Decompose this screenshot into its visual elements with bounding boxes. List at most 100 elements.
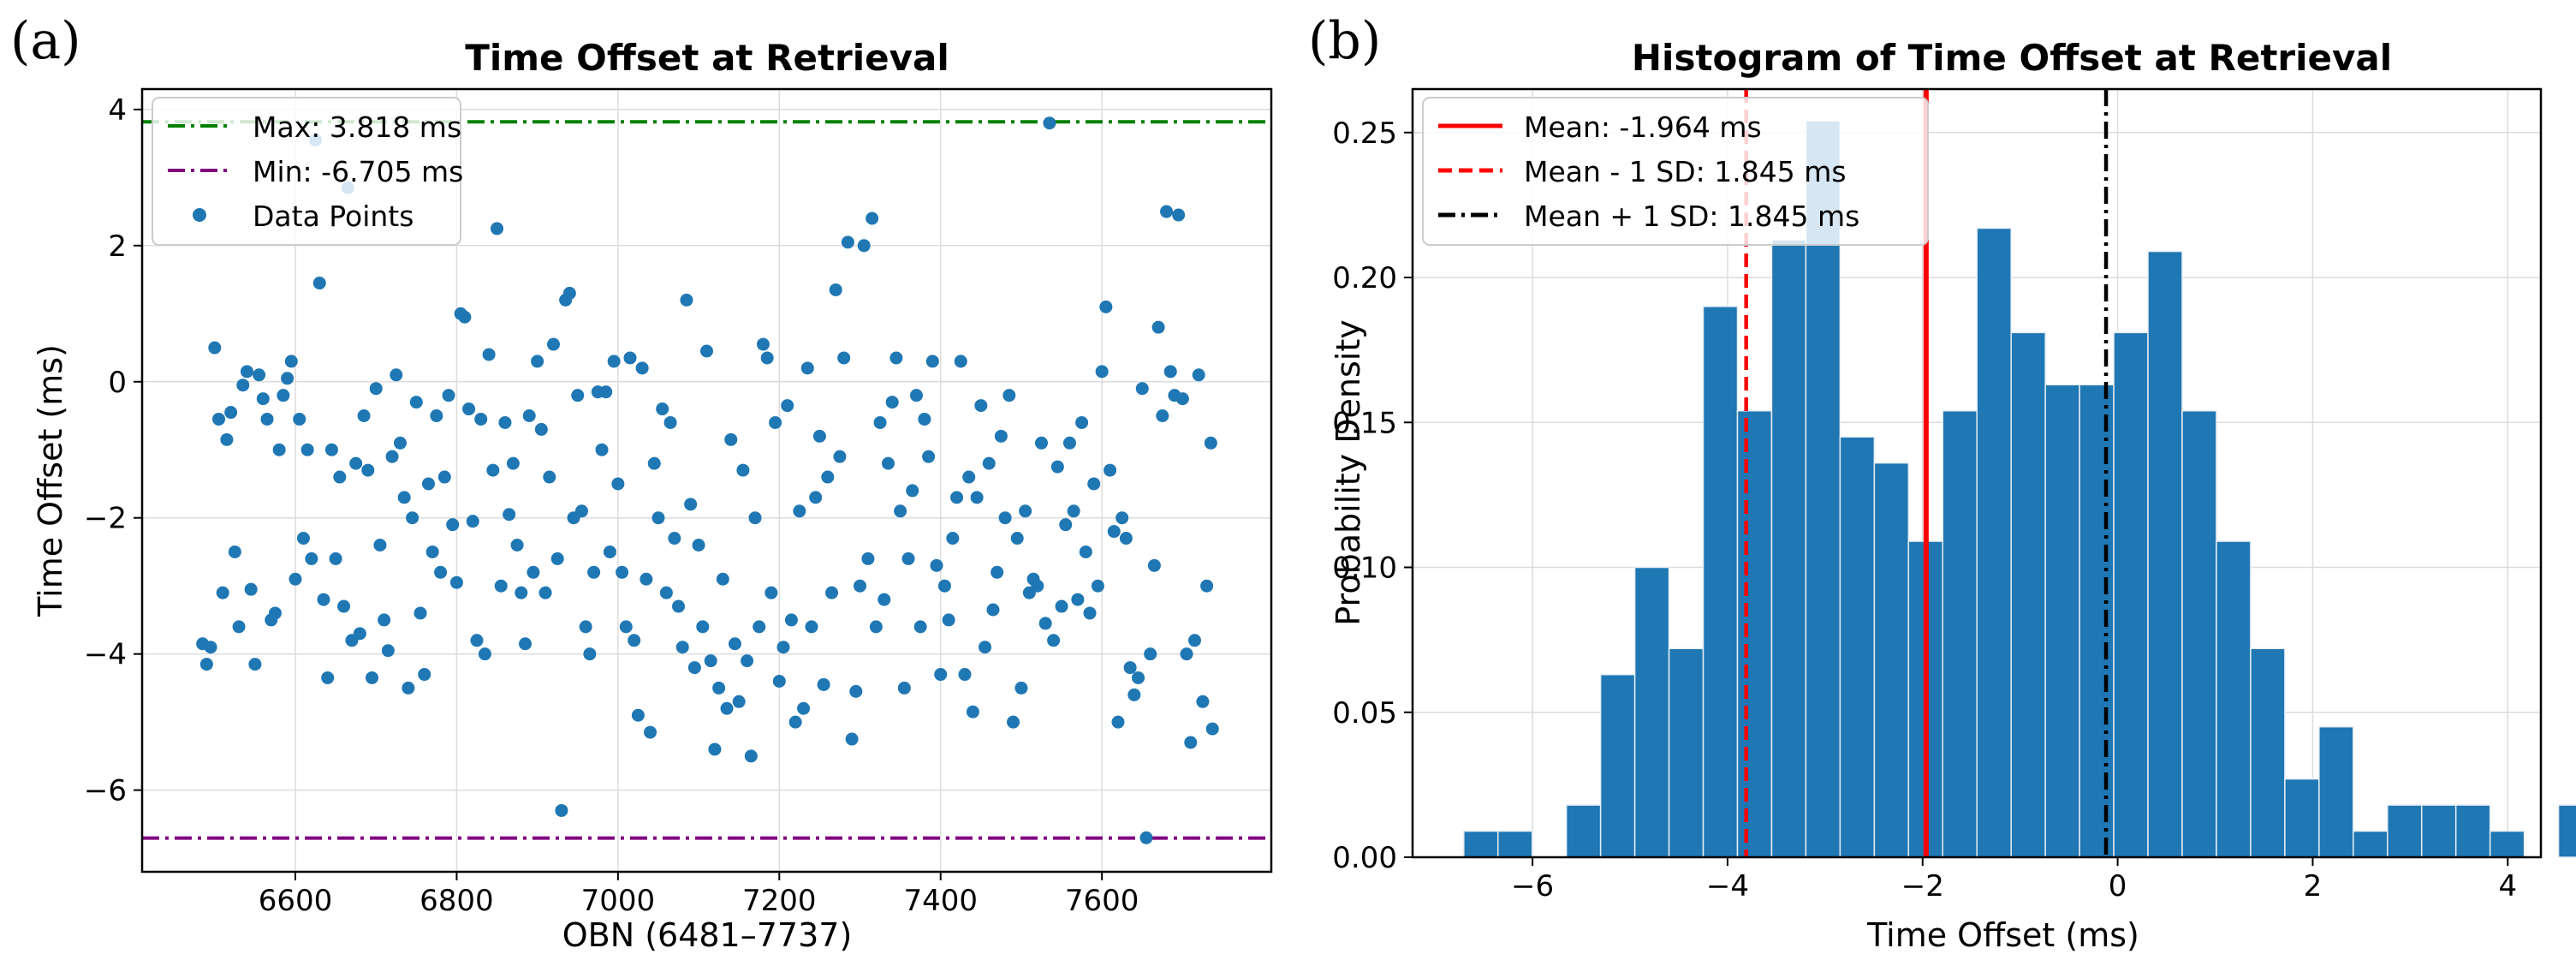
- data-point: [458, 310, 472, 324]
- histogram-bar: [2181, 409, 2217, 858]
- data-point: [390, 368, 403, 382]
- data-point: [555, 803, 568, 817]
- data-point: [1104, 463, 1117, 477]
- data-point: [337, 599, 351, 613]
- y-tick-label: 0: [108, 366, 127, 400]
- data-point: [1156, 408, 1169, 422]
- histogram-bar: [2216, 540, 2252, 858]
- data-point: [232, 620, 246, 634]
- histogram-bar: [1976, 227, 2012, 858]
- data-point: [579, 620, 592, 634]
- x-tick-label: 7200: [742, 884, 817, 918]
- data-point: [236, 379, 250, 392]
- data-point: [378, 613, 391, 627]
- data-point: [208, 341, 222, 355]
- data-point: [640, 572, 653, 586]
- data-point: [1115, 511, 1129, 525]
- data-point: [519, 637, 532, 651]
- data-point: [934, 668, 948, 682]
- data-point: [1163, 365, 1177, 379]
- y-tick-label: −6: [84, 774, 127, 808]
- data-point: [741, 654, 754, 668]
- data-point: [296, 532, 310, 546]
- data-point: [797, 701, 811, 715]
- data-point: [651, 511, 665, 525]
- data-point: [849, 684, 863, 698]
- histogram-bar: [2353, 830, 2389, 858]
- data-point: [800, 361, 814, 375]
- data-point: [1031, 579, 1044, 593]
- data-point: [491, 222, 504, 236]
- x-tick-label: 2: [2304, 869, 2323, 903]
- data-point: [687, 661, 701, 675]
- data-point: [543, 470, 556, 484]
- panel-b-plot-frame: [1411, 87, 2543, 859]
- data-point: [494, 579, 508, 593]
- histogram-bar: [1497, 830, 1533, 858]
- data-point: [228, 545, 241, 558]
- data-point: [918, 412, 931, 426]
- data-point: [1123, 661, 1137, 675]
- data-point: [607, 355, 621, 368]
- panel-b-title: Histogram of Time Offset at Retrieval: [1632, 37, 2392, 79]
- data-point: [260, 412, 274, 426]
- data-point: [1002, 389, 1016, 402]
- data-point: [611, 477, 625, 491]
- data-point: [1007, 715, 1020, 729]
- histogram-bar: [2454, 804, 2491, 858]
- data-point: [954, 355, 967, 368]
- data-point: [402, 681, 415, 695]
- data-point: [397, 491, 411, 504]
- data-point: [474, 412, 488, 426]
- data-point: [442, 389, 455, 402]
- data-point: [1205, 722, 1219, 736]
- data-point: [837, 351, 851, 365]
- data-point: [994, 429, 1008, 443]
- panel-b-y-axis-label: Probability Density: [1330, 319, 1367, 625]
- data-point: [204, 641, 217, 654]
- histogram-bar: [2318, 725, 2354, 858]
- data-point: [878, 593, 891, 606]
- data-point: [986, 603, 1000, 617]
- data-point: [720, 701, 734, 715]
- panel-a-x-ticks: 6600 6800 7000 7200 7400 7600: [259, 872, 1139, 918]
- histogram-bar: [2044, 384, 2080, 858]
- data-point: [812, 429, 826, 443]
- data-point: [425, 545, 439, 558]
- data-point: [619, 620, 633, 634]
- data-point: [635, 361, 649, 375]
- histogram-bar: [2489, 830, 2525, 858]
- data-point: [647, 456, 661, 470]
- data-point: [922, 450, 936, 463]
- data-point: [1151, 320, 1165, 334]
- data-point: [937, 579, 951, 593]
- histogram-bar: [2420, 804, 2457, 858]
- y-tick-label: 0.20: [1332, 261, 1397, 295]
- data-point: [546, 337, 560, 351]
- data-point: [409, 396, 423, 409]
- data-point: [244, 582, 258, 596]
- data-point: [603, 545, 616, 558]
- data-point: [644, 725, 657, 739]
- data-point: [861, 552, 875, 565]
- data-point: [753, 620, 766, 634]
- histogram-bar: [1873, 462, 1910, 858]
- histogram-bar: [2113, 331, 2149, 858]
- data-point: [466, 515, 479, 528]
- data-point: [1184, 736, 1198, 749]
- data-point: [833, 450, 847, 463]
- data-point: [991, 565, 1004, 579]
- data-point: [224, 406, 238, 420]
- data-point: [421, 477, 435, 491]
- legend-data-points-label: Data Points: [253, 200, 413, 233]
- x-tick-label: 7600: [1065, 884, 1139, 918]
- data-point: [1111, 715, 1125, 729]
- data-point: [656, 402, 669, 416]
- data-point: [628, 634, 641, 647]
- data-point: [430, 408, 443, 422]
- data-point: [1019, 504, 1032, 518]
- data-point: [329, 552, 342, 565]
- histogram-bar: [2387, 804, 2423, 858]
- panel-b-legend: Mean: -1.964 ms Mean - 1 SD: 1.845 ms Me…: [1422, 97, 1929, 246]
- data-point: [289, 572, 302, 586]
